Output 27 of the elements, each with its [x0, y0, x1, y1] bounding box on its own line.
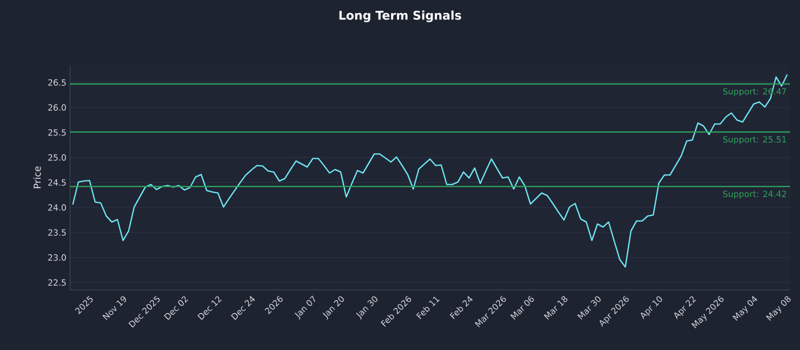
y-tick-label: 25.5	[48, 129, 66, 136]
ref-line-label: Support: 25.51	[723, 136, 786, 144]
x-tick-label: Feb 11	[416, 296, 440, 320]
x-tick-label: Dec 12	[197, 296, 222, 320]
x-tick-label: Apr 22	[674, 296, 696, 320]
x-tick-label: Dec 24	[230, 296, 255, 320]
x-tick-label: Feb 24	[450, 296, 473, 320]
y-tick-label: 22.5	[48, 279, 66, 286]
x-tick-label: Jan 07	[294, 296, 316, 320]
x-tick-label: Dec 02	[164, 296, 188, 320]
y-tick-label: 26.5	[48, 79, 66, 86]
chart-title: Long Term Signals	[339, 10, 462, 22]
y-tick-label: 23.0	[48, 254, 66, 261]
ref-line-label: Support: 24.42	[723, 190, 786, 199]
x-tick-label: Jan 30	[356, 296, 378, 320]
x-tick-label: Jan 20	[322, 296, 344, 320]
y-tick-label: 25.0	[48, 154, 66, 161]
y-tick-label: 24.5	[48, 179, 66, 186]
x-tick-label: Mar 30	[577, 296, 601, 320]
x-tick-label: Mar 18	[544, 296, 568, 320]
x-tick-label: Mar 06	[510, 296, 534, 320]
y-tick-label: 24.0	[48, 204, 66, 211]
y-tick-label: 23.5	[48, 229, 66, 236]
y-axis-title: Price	[33, 166, 41, 188]
y-tick-label: 26.0	[48, 104, 66, 111]
x-tick-label: Apr 10	[640, 296, 662, 320]
x-tick-label: Nov 19	[102, 296, 126, 320]
